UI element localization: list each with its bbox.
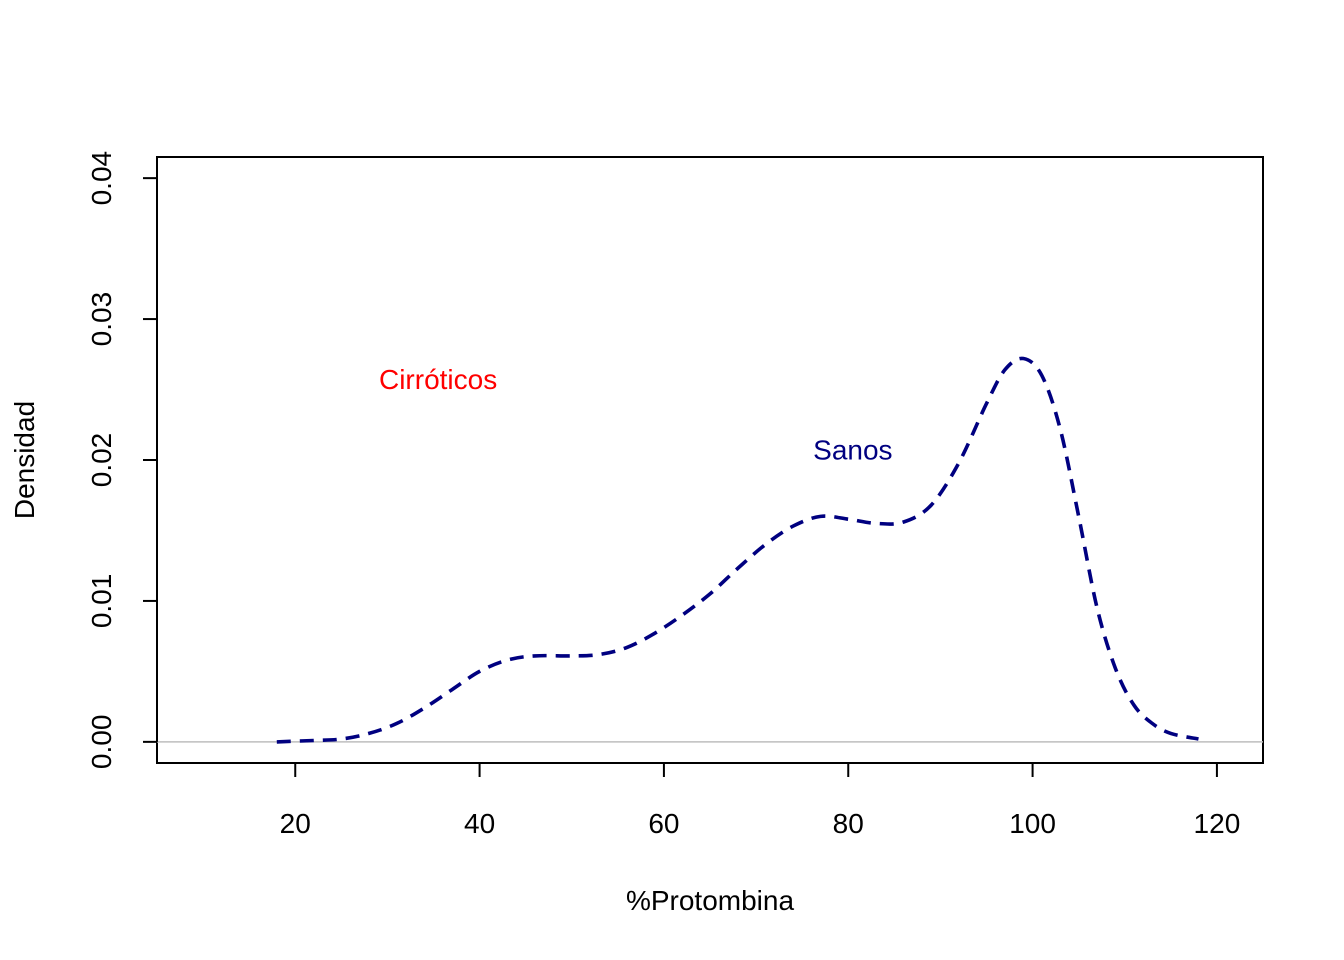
y-tick-label: 0.03: [86, 292, 117, 347]
x-axis: 20 40 60 80 100 120: [280, 762, 1241, 839]
x-tick-label: 100: [1009, 808, 1056, 839]
series-layer: [276, 356, 1199, 744]
x-tick-label: 80: [833, 808, 864, 839]
plot-frame: [156, 156, 1264, 764]
x-axis-title: %Protombina: [626, 885, 795, 916]
annotation-layer: Cirróticos Sanos: [379, 364, 893, 465]
y-tick-label: 0.00: [86, 715, 117, 770]
x-tick-label: 20: [280, 808, 311, 839]
density-curve: [276, 356, 1199, 744]
x-tick-label: 60: [648, 808, 679, 839]
x-tick-label: 120: [1194, 808, 1241, 839]
x-tick-label: 40: [464, 808, 495, 839]
y-axis-title: Densidad: [9, 401, 40, 519]
y-tick-label: 0.04: [86, 151, 117, 206]
y-tick-label: 0.01: [86, 574, 117, 629]
annotation-label: Cirróticos: [379, 364, 497, 395]
y-axis: 0.00 0.01 0.02 0.03 0.04: [86, 151, 158, 770]
y-tick-label: 0.02: [86, 433, 117, 488]
annotation-label: Sanos: [813, 435, 892, 466]
